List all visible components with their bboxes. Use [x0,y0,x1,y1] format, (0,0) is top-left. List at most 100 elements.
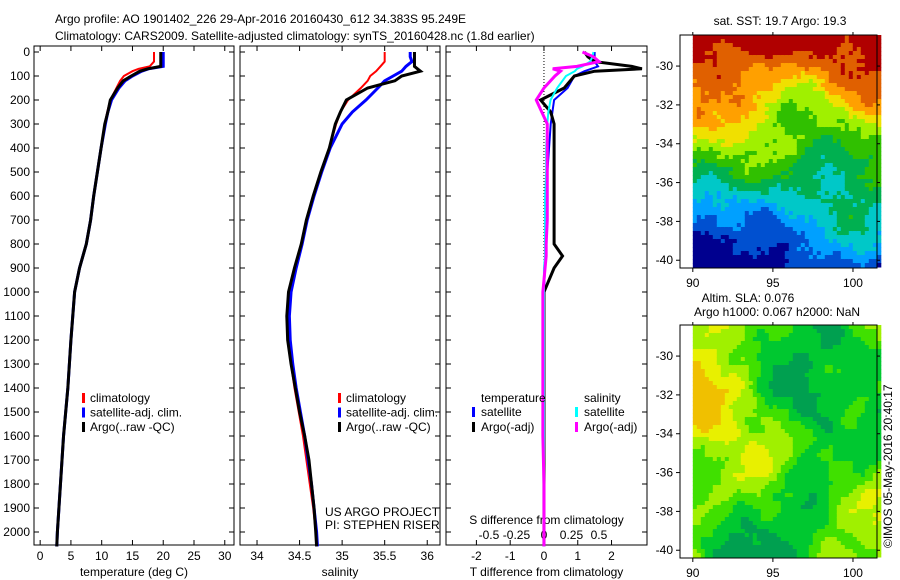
heatmap-cell [752,215,758,220]
heatmap-cell [808,207,814,212]
heatmap-cell [796,255,802,260]
heatmap-cell [708,497,714,502]
heatmap-cell [812,83,818,88]
heatmap-cell [796,397,802,402]
heatmap-cell [720,325,726,330]
heatmap-cell [744,477,750,482]
heatmap-cell [812,553,818,558]
heatmap-cell [868,191,874,196]
heatmap-cell [768,345,774,350]
heatmap-cell [800,437,806,442]
heatmap-cell [724,513,730,518]
heatmap-cell [696,151,702,156]
heatmap-cell [704,513,710,518]
x-tick-label: 1 [574,549,581,563]
heatmap-cell [708,43,714,48]
heatmap-cell [728,485,734,490]
heatmap-cell [780,143,786,148]
heatmap-cell [832,83,838,88]
heatmap-cell [780,537,786,542]
heatmap-cell [720,263,726,268]
heatmap-cell [728,191,734,196]
heatmap-cell [848,175,854,180]
heatmap-cell [780,199,786,204]
heatmap-cell [732,529,738,534]
heatmap-cell [724,341,730,346]
heatmap-cell [832,131,838,136]
legend-swatch [472,422,475,432]
heatmap-cell [812,493,818,498]
heatmap-cell [800,497,806,502]
heatmap-cell [824,365,830,370]
heatmap-cell [776,545,782,550]
heatmap-cell [812,123,818,128]
heatmap-cell [760,445,766,450]
heatmap-cell [784,477,790,482]
heatmap-cell [824,421,830,426]
heatmap-cell [860,127,866,132]
heatmap-cell [760,525,766,530]
heatmap-cell [720,413,726,418]
heatmap-cell [780,405,786,410]
legend-title-salinity: salinity [584,391,621,405]
heatmap-cell [808,159,814,164]
heatmap-cell [856,147,862,152]
heatmap-cell [868,183,874,188]
heatmap-cell [732,325,738,330]
heatmap-cell [872,243,878,248]
heatmap-cell [700,127,706,132]
heatmap-cell [812,369,818,374]
heatmap-cell [732,131,738,136]
heatmap-cell [708,39,714,44]
heatmap-cell [832,179,838,184]
heatmap-cell [828,171,834,176]
heatmap-cell [736,501,742,506]
heatmap-cell [820,553,826,558]
heatmap-cell [848,251,854,256]
heatmap-cell [724,477,730,482]
y-tick-label: 800 [10,237,30,251]
heatmap-cell [768,63,774,68]
heatmap-cell [852,203,858,208]
heatmap-cell [768,239,774,244]
heatmap-cell [876,67,882,72]
heatmap-cell [800,123,806,128]
heatmap-cell [824,239,830,244]
heatmap-cell [752,175,758,180]
heatmap-cell [700,51,706,56]
heatmap-cell [792,183,798,188]
heatmap-cell [784,465,790,470]
heatmap-cell [748,35,754,40]
heatmap-cell [716,481,722,486]
heatmap-cell [752,433,758,438]
heatmap-cell [800,239,806,244]
heatmap-cell [808,55,814,60]
heatmap-cell [696,119,702,124]
heatmap-cell [740,95,746,100]
heatmap-cell [824,83,830,88]
heatmap-cell [696,215,702,220]
y-tick-label: 1200 [3,333,30,347]
heatmap-cell [820,171,826,176]
heatmap-cell [808,485,814,490]
heatmap-cell [776,35,782,40]
heatmap-cell [728,473,734,478]
heatmap-cell [700,401,706,406]
heatmap-cell [712,167,718,172]
heatmap-cell [732,243,738,248]
heatmap-cell [720,63,726,68]
heatmap-cell [764,103,770,108]
heatmap-cell [792,83,798,88]
heatmap-cell [776,497,782,502]
heatmap-cell [872,123,878,128]
heatmap-cell [712,509,718,514]
heatmap-cell [756,107,762,112]
heatmap-cell [792,441,798,446]
heatmap-cell [820,509,826,514]
heatmap-cell [708,505,714,510]
heatmap-cell [816,223,822,228]
plot-frame [445,45,648,546]
heatmap-cell [784,429,790,434]
heatmap-cell [780,393,786,398]
heatmap-cell [756,103,762,108]
